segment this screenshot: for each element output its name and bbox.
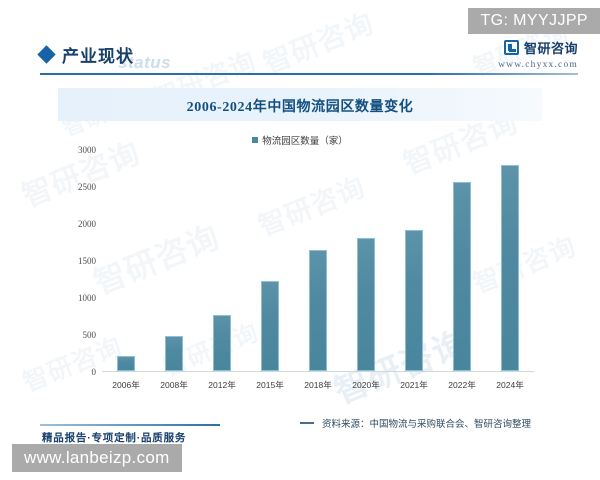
x-axis-tick-label: 2022年 (448, 380, 476, 390)
bar[interactable] (405, 229, 423, 371)
y-axis-tick-label: 2000 (78, 219, 96, 229)
bar[interactable] (165, 335, 183, 371)
source-note: 资料来源：中国物流与采购联合会、智研咨询整理 (300, 416, 531, 430)
source-text: 资料来源：中国物流与采购联合会、智研咨询整理 (322, 419, 532, 430)
chart-title-band (58, 88, 542, 121)
x-axis-tick-label: 2006年 (112, 380, 140, 390)
y-axis-tick-label: 0 (91, 367, 97, 377)
y-axis-tick-label: 1500 (78, 256, 96, 266)
brand-row: 智研咨询 (498, 38, 578, 57)
footer-divider (40, 424, 220, 426)
bar[interactable] (117, 355, 135, 371)
section-title-ghost: status (118, 53, 172, 72)
brand-name: 智研咨询 (523, 41, 578, 56)
bar[interactable] (453, 182, 471, 371)
chart-title: 2006-2024年中国物流园区数量变化 (186, 100, 414, 115)
site-watermark-badge: www.lanbeizp.com (12, 444, 182, 472)
bar[interactable] (357, 237, 375, 371)
y-axis-tick-label: 3000 (78, 145, 96, 155)
x-axis-tick-label: 2021年 (400, 380, 428, 390)
x-axis-tick-label: 2024年 (496, 380, 524, 390)
legend-label: 物流园区数量（家） (262, 136, 348, 147)
telegram-watermark-badge: TG: MYYJJPP (468, 8, 600, 34)
brand-url: www.chyxx.com (498, 60, 578, 70)
bar[interactable] (213, 315, 231, 371)
y-axis-tick-label: 2500 (78, 182, 96, 192)
section-title-group: 产业现状 (37, 42, 134, 67)
brand-logo[interactable]: 智研咨询 www.chyxx.com (498, 38, 578, 70)
diamond-icon (37, 45, 56, 64)
chart-card: 2006-2024年中国物流园区数量变化 物流园区数量（家） 0 500 1000 1… (58, 88, 542, 400)
bar[interactable] (261, 281, 279, 371)
x-axis-tick-label: 2020年 (352, 380, 380, 390)
zhiyan-logo-icon (503, 40, 519, 55)
legend-swatch-icon (252, 137, 259, 143)
y-axis-tick-label: 1000 (78, 293, 96, 303)
slide-header: status 产业现状 智研咨询 www.chyxx.com (37, 40, 578, 82)
y-axis-tick-label: 500 (82, 330, 97, 340)
bar[interactable] (501, 165, 519, 371)
x-axis-tick-label: 2015年 (256, 380, 284, 390)
bar[interactable] (309, 249, 327, 371)
footer-tagline: 精品报告·专项定制·品质服务 (42, 432, 187, 444)
chart-legend: 物流园区数量（家） (58, 133, 542, 147)
x-axis-tick-label: 2018年 (304, 380, 332, 390)
section-title: 产业现状 (62, 47, 134, 66)
x-axis-tick-label: 2008年 (160, 380, 188, 390)
chart-plot-area: 0 500 1000 1500 2000 2500 3000 2006年 2008年 2012年… (78, 145, 534, 390)
source-dash-icon (300, 422, 314, 424)
header-divider (40, 73, 578, 75)
x-axis-tick-label: 2012年 (208, 380, 236, 390)
